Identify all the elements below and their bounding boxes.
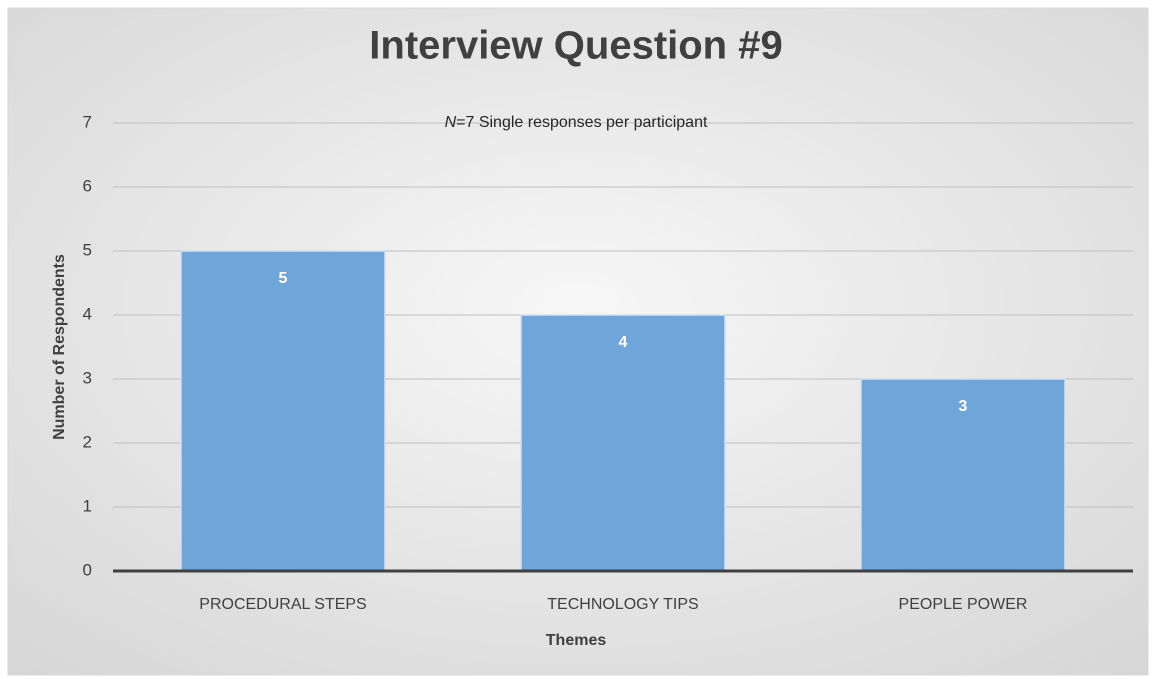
- y-tick-label: 5: [83, 240, 92, 259]
- y-tick-label: 1: [83, 496, 92, 515]
- data-label: 4: [619, 334, 628, 351]
- chart-subtitle: N=7 Single responses per participant: [444, 114, 708, 131]
- data-label: 5: [279, 270, 288, 287]
- bar: [180, 250, 386, 572]
- y-tick-label: 3: [83, 368, 92, 387]
- y-tick-label: 7: [83, 112, 92, 131]
- data-label: 3: [959, 398, 968, 415]
- chart-title: Interview Question #9: [369, 24, 782, 68]
- y-axis-title: Number of Respondents: [51, 254, 68, 440]
- y-tick-label: 6: [83, 176, 92, 195]
- x-axis-title: Themes: [546, 632, 607, 649]
- y-tick-label: 2: [83, 432, 92, 451]
- x-tick-label: PEOPLE POWER: [899, 596, 1028, 613]
- x-tick-label: TECHNOLOGY TIPS: [547, 596, 698, 613]
- x-tick-label: PROCEDURAL STEPS: [199, 596, 366, 613]
- bar: [860, 378, 1066, 572]
- bar: [520, 314, 726, 572]
- y-tick-label: 4: [83, 304, 92, 323]
- y-tick-label: 0: [83, 560, 92, 579]
